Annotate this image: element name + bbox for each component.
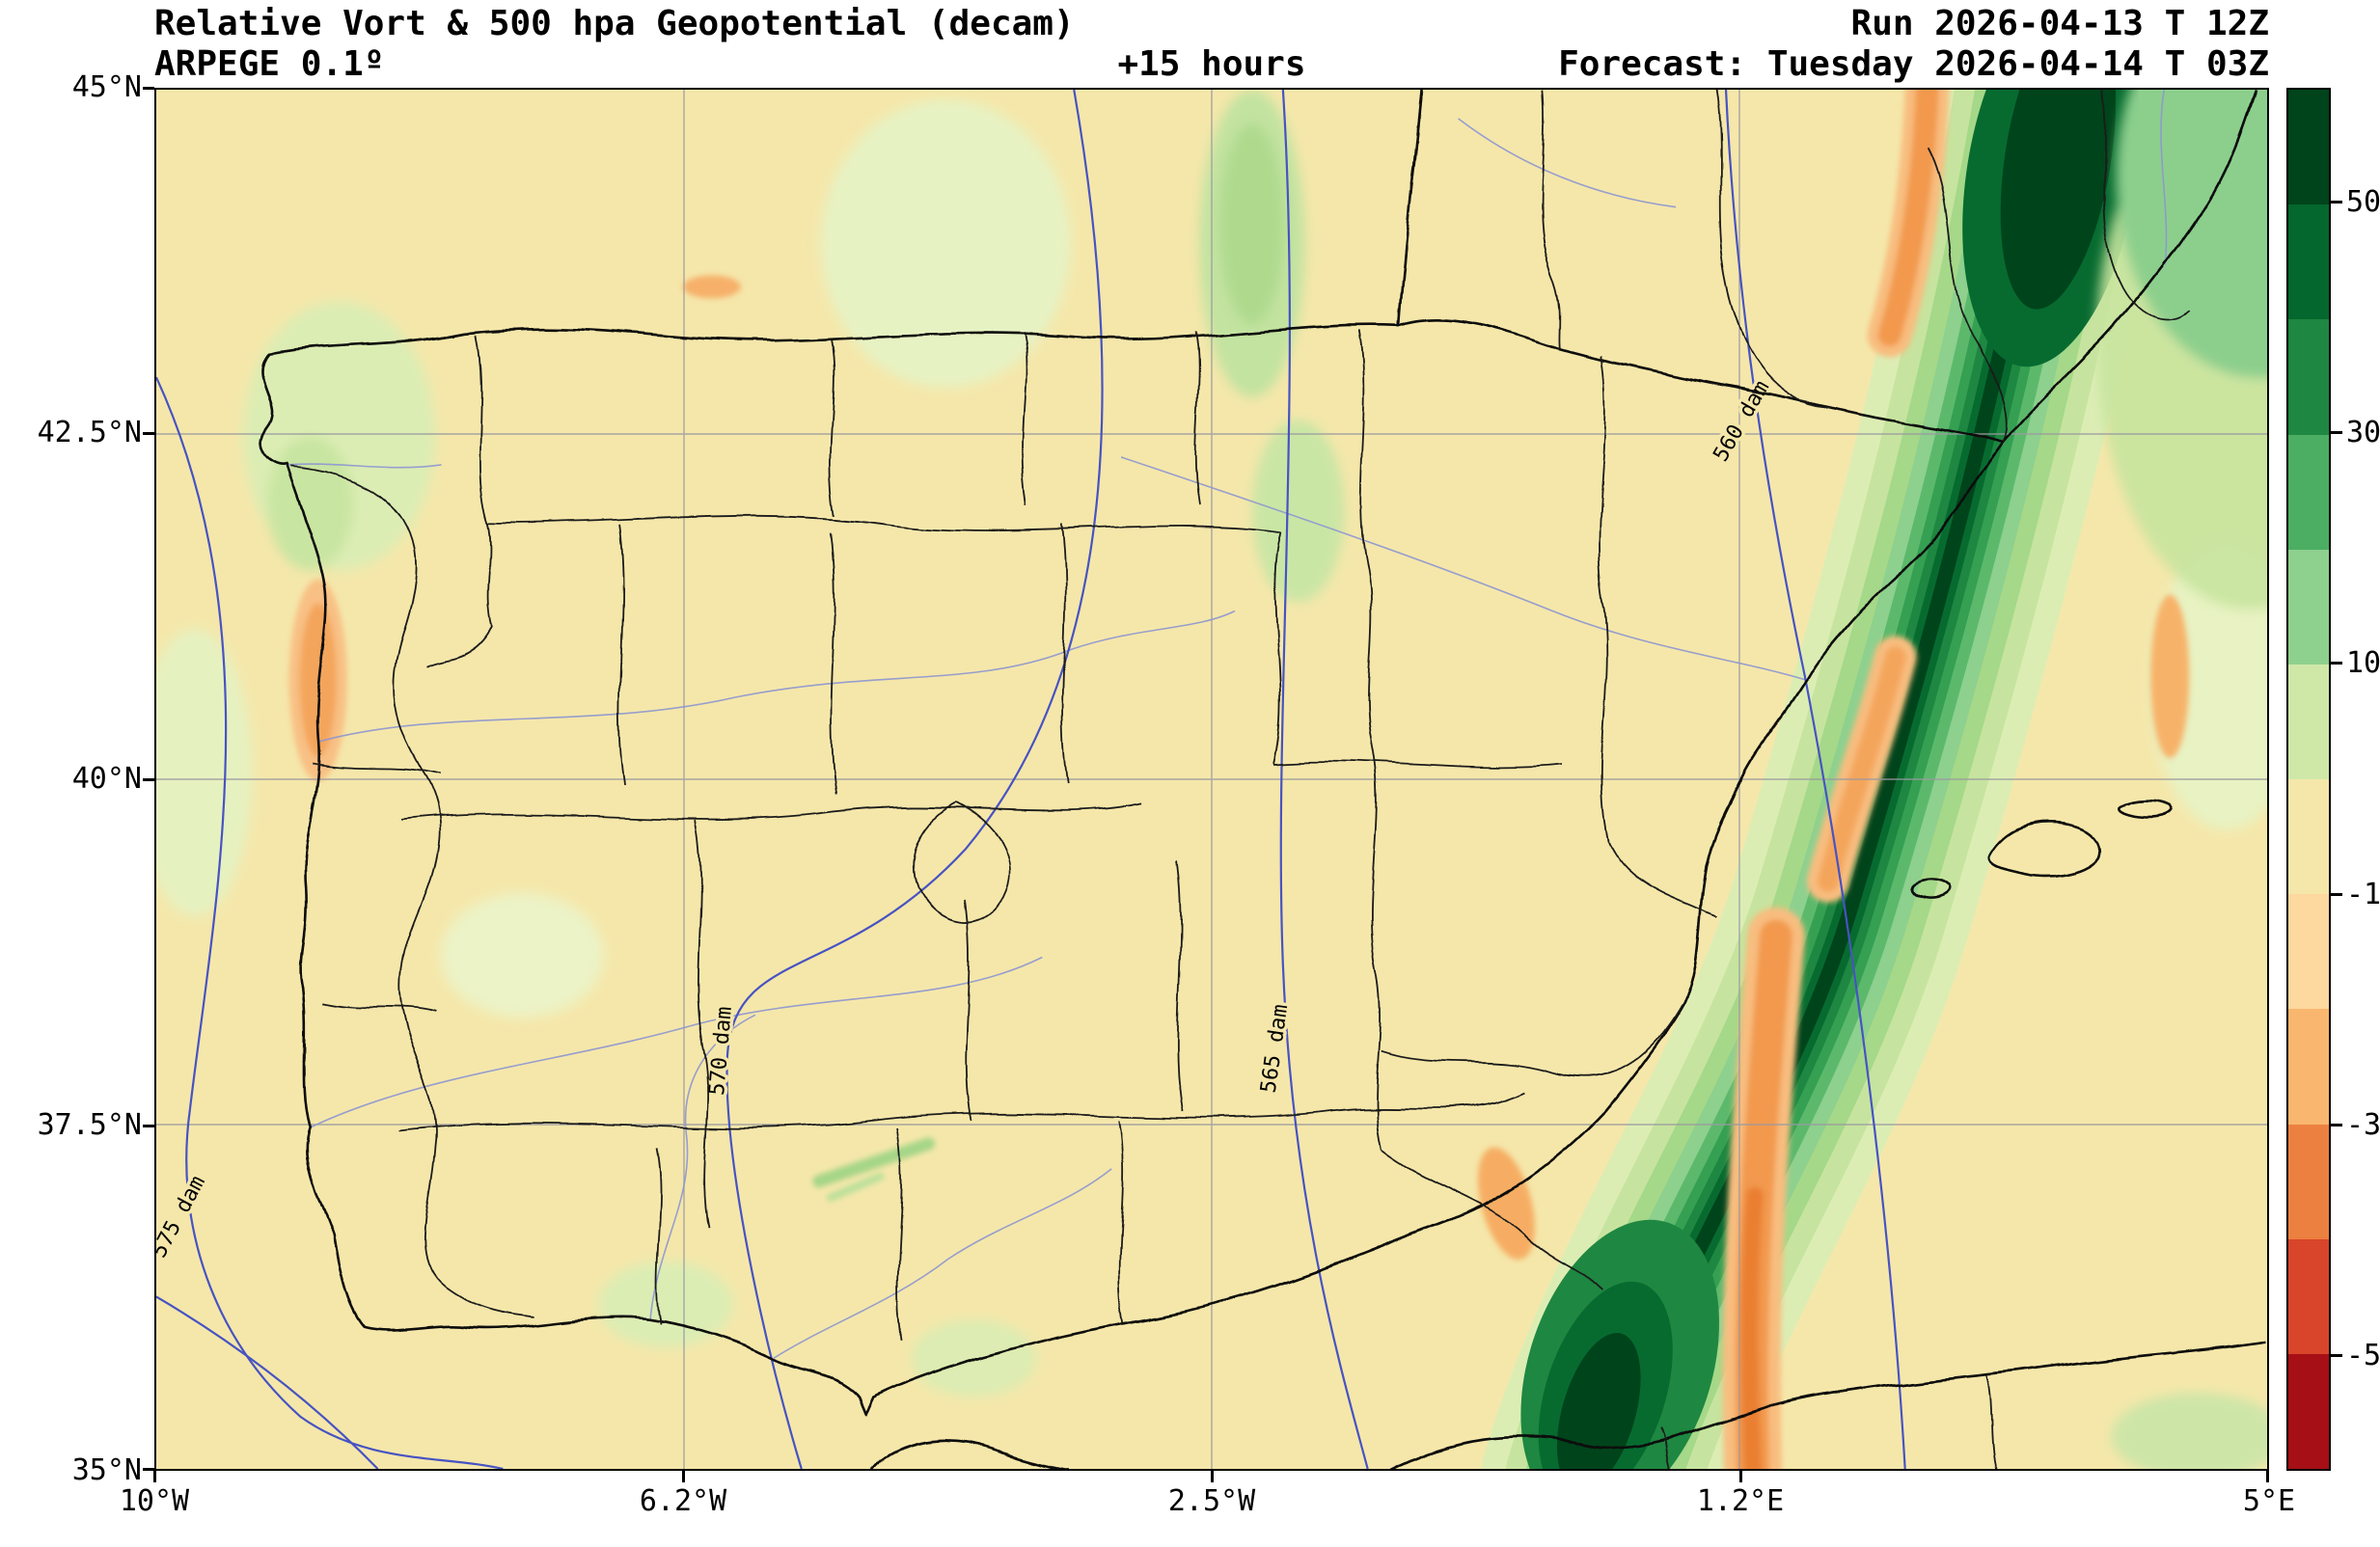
graticule-gridlines — [156, 90, 2267, 1469]
map-canvas: 575 dam 570 dam 565 dam 560 dam — [156, 90, 2267, 1469]
x-tick — [1739, 1471, 1742, 1482]
lead-time-label: +15 hours — [1117, 44, 1306, 84]
contour-565 — [1279, 90, 1369, 1469]
x-axis-label-1-2e: 1.2°E — [1696, 1484, 1785, 1518]
france-mediterranean-coast — [2002, 90, 2257, 443]
y-tick — [143, 1468, 154, 1471]
colorbar-tick — [2331, 431, 2342, 434]
colorbar-segment — [2288, 434, 2329, 550]
colorbar-segment — [2288, 90, 2329, 205]
figure-title: Relative Vort & 500 hpa Geopotential (de… — [154, 4, 1075, 43]
model-label: ARPEGE 0.1º — [154, 44, 385, 84]
colorbar-label-50: 50 — [2346, 185, 2380, 219]
colorbar-gradient — [2288, 90, 2329, 1470]
colorbar-segment — [2288, 1353, 2329, 1470]
colorbar-tick — [2331, 893, 2342, 896]
ibiza-island — [1911, 878, 1952, 900]
x-tick — [2266, 1471, 2269, 1482]
contour-575 — [156, 376, 504, 1469]
geopotential-contours — [156, 90, 1906, 1469]
y-tick — [143, 432, 154, 435]
map-line-work — [259, 90, 2267, 1469]
administrative-borders — [290, 90, 2189, 1469]
coastlines — [259, 90, 2267, 1469]
map-plot-area: 575 dam 570 dam 565 dam 560 dam — [154, 88, 2269, 1471]
colorbar — [2286, 88, 2331, 1471]
colorbar-tick — [2331, 662, 2342, 665]
vorticity-negative-patches — [288, 275, 2190, 1260]
y-tick — [143, 87, 154, 90]
vorticity-green-streaks — [812, 1137, 936, 1202]
mallorca-island — [1988, 822, 2100, 879]
colorbar-label-30: 30 — [2346, 416, 2380, 449]
y-axis-label-42-5n: 42.5°N — [37, 416, 142, 449]
colorbar-segment — [2288, 1124, 2329, 1239]
tangier-coastline — [869, 1439, 1068, 1469]
rivers — [287, 90, 2168, 1359]
colorbar-segment — [2288, 204, 2329, 320]
x-axis-label-10w: 10°W — [119, 1484, 190, 1518]
colorbar-label-10: 10 — [2346, 646, 2380, 680]
contour-580 — [156, 1295, 379, 1469]
forecast-label: Forecast: Tuesday 2026-04-14 T 03Z — [1558, 44, 2269, 84]
iberia-coastline — [259, 318, 2005, 1415]
colorbar-segment — [2288, 1009, 2329, 1125]
y-axis-label-45n: 45°N — [71, 70, 142, 104]
contour-560 — [1724, 90, 1906, 1469]
x-tick — [682, 1471, 685, 1482]
y-axis-label-37-5n: 37.5°N — [37, 1108, 142, 1142]
y-tick — [143, 1125, 154, 1127]
colorbar-tick — [2331, 1124, 2342, 1126]
africa-coastline — [1390, 1341, 2267, 1469]
run-label: Run 2026-04-13 T 12Z — [1850, 4, 2269, 43]
x-axis-label-6-2w: 6.2°W — [639, 1484, 727, 1518]
colorbar-segment — [2288, 1238, 2329, 1354]
colorbar-segment — [2288, 549, 2329, 665]
x-tick — [153, 1471, 156, 1482]
colorbar-label-minus30: -30 — [2346, 1108, 2380, 1142]
colorbar-label-minus50: -50 — [2346, 1339, 2380, 1372]
colorbar-segment — [2288, 319, 2329, 435]
france-atlantic-coast — [1397, 90, 1423, 326]
x-tick — [1211, 1471, 1214, 1482]
colorbar-segment — [2288, 779, 2329, 895]
y-axis-label-40n: 40°N — [71, 762, 142, 796]
y-tick — [143, 778, 154, 781]
y-axis-label-35n: 35°N — [71, 1453, 142, 1487]
menorca-island — [2119, 799, 2174, 819]
colorbar-segment — [2288, 894, 2329, 1010]
contour-570 — [725, 90, 1104, 1469]
colorbar-tick — [2331, 201, 2342, 204]
colorbar-tick — [2331, 1354, 2342, 1357]
colorbar-segment — [2288, 664, 2329, 780]
x-axis-label-2-5w: 2.5°W — [1167, 1484, 1256, 1518]
vorticity-strong-positive-band — [1482, 90, 2175, 1469]
colorbar-label-minus10: -10 — [2346, 878, 2380, 911]
x-axis-label-5e: 5°E — [2242, 1484, 2296, 1518]
